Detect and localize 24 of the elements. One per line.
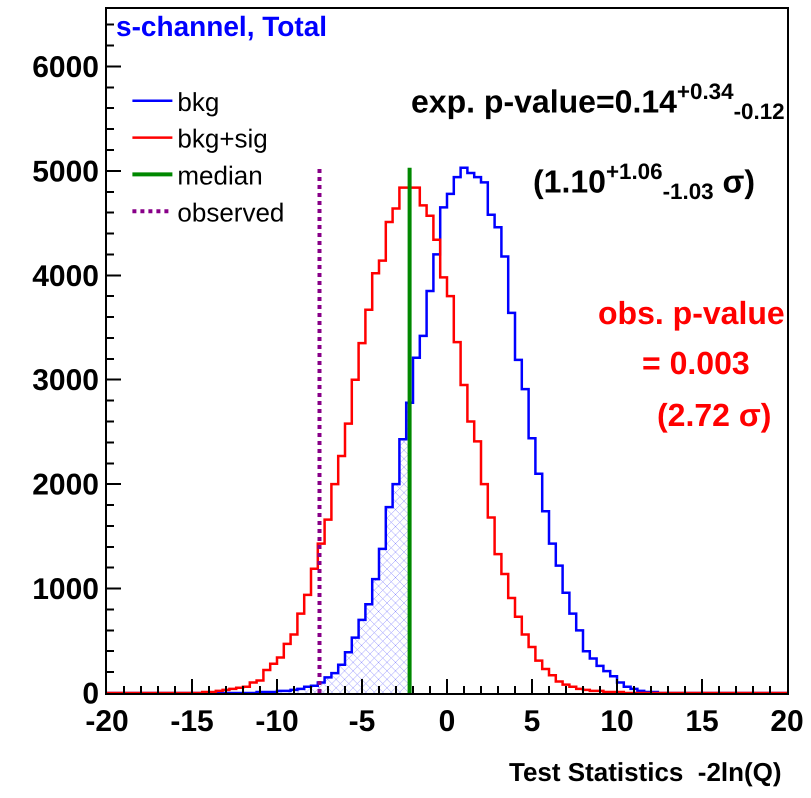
y-tick-label: 3000 bbox=[32, 364, 99, 398]
annotation: obs. p-value bbox=[598, 295, 785, 331]
x-tick-label: 20 bbox=[770, 705, 804, 738]
x-tick-label: 15 bbox=[685, 705, 719, 738]
x-axis-title: Test Statistics -2ln(Q) bbox=[509, 757, 782, 787]
y-tick-label: 2000 bbox=[32, 468, 99, 502]
legend-label: bkg+sig bbox=[177, 124, 268, 154]
chart-title: s-channel, Total bbox=[116, 11, 328, 42]
y-tick-label: 6000 bbox=[32, 50, 99, 84]
y-tick-label: 1000 bbox=[32, 573, 99, 606]
y-tick-label: 4000 bbox=[32, 260, 99, 293]
annotation: (1.10$^{+1.06}$$_{-1.03}$ σ) bbox=[533, 159, 756, 204]
legend-label: observed bbox=[177, 197, 284, 228]
x-tick-label: -10 bbox=[255, 705, 299, 738]
x-tick-label: 5 bbox=[524, 705, 540, 738]
legend-label: median bbox=[177, 160, 263, 191]
legend-label: bkg bbox=[177, 86, 220, 117]
y-tick-label: 5000 bbox=[32, 155, 99, 188]
annotation: = 0.003 bbox=[642, 345, 750, 381]
x-tick-label: 10 bbox=[600, 705, 634, 738]
x-tick-label: -15 bbox=[170, 705, 214, 738]
annotation: (2.72 σ) bbox=[657, 397, 772, 433]
x-tick-label: -5 bbox=[348, 705, 376, 738]
x-tick-label: 0 bbox=[438, 705, 456, 738]
